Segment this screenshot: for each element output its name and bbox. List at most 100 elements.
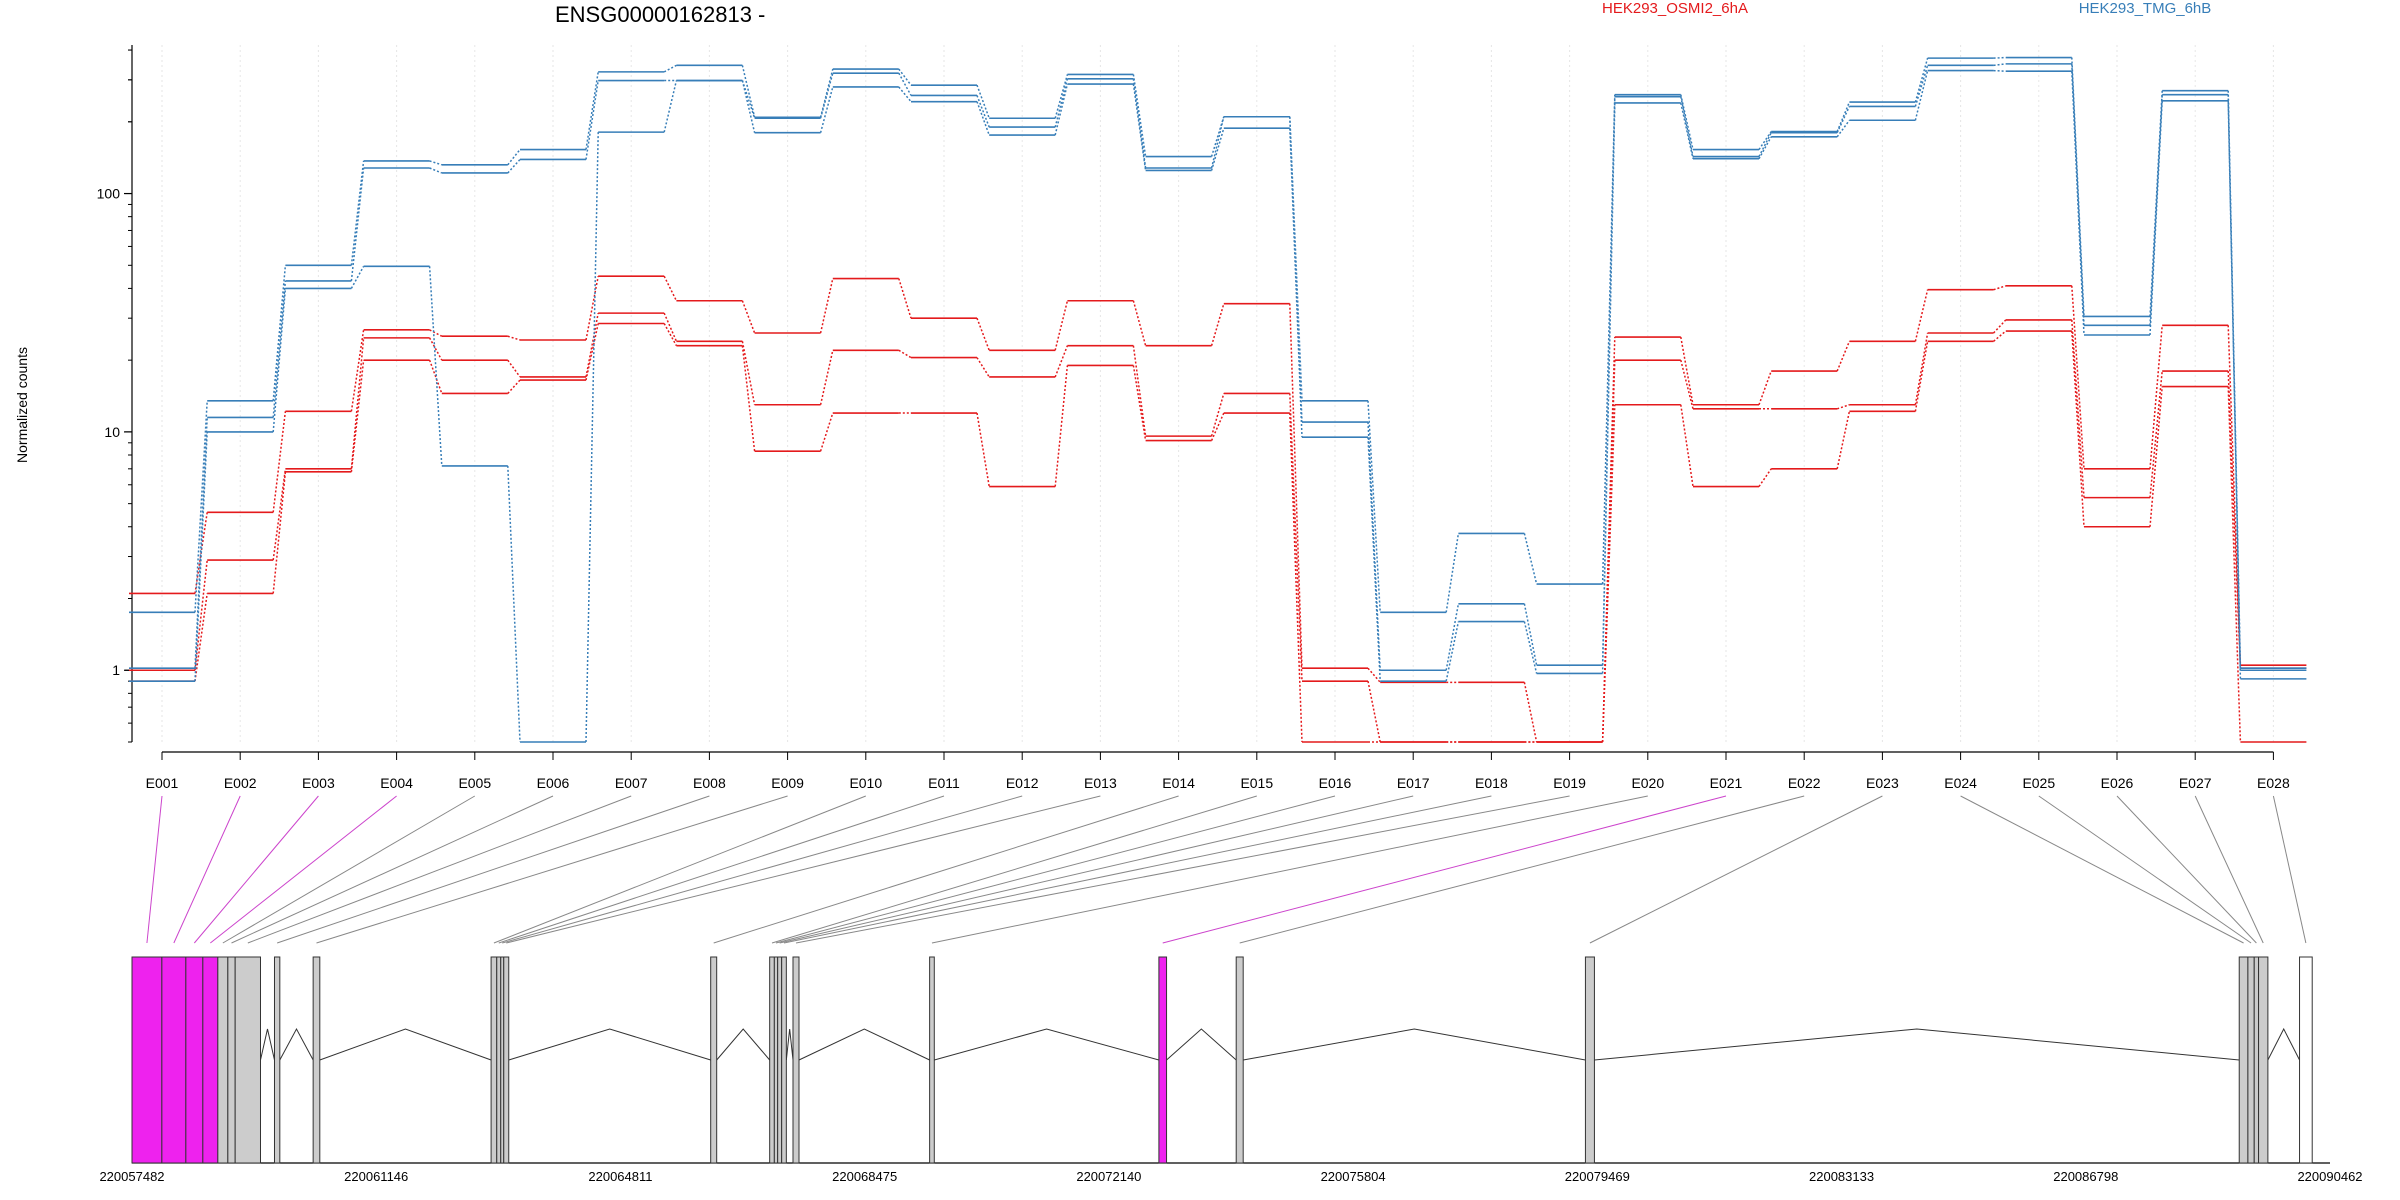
coordinate-label: 220061146 <box>344 1169 408 1184</box>
series-transition <box>1054 74 1069 119</box>
series-transition <box>2149 386 2163 527</box>
series-transition <box>1054 365 1069 487</box>
series-transition <box>1993 56 2006 59</box>
y-tick-label: 1 <box>112 662 120 678</box>
series-transition <box>976 84 990 119</box>
series-transition <box>1132 345 1147 437</box>
series-transition <box>1289 128 1303 438</box>
series-transition <box>1210 116 1225 169</box>
exon-connector <box>1589 795 1883 944</box>
series-transition <box>741 341 756 405</box>
series-transition <box>1758 468 1772 487</box>
series-transition <box>272 411 287 513</box>
x-tick-label: E010 <box>849 775 882 791</box>
series-transition <box>507 149 521 166</box>
exon-connector <box>1960 795 2244 944</box>
series-transition <box>272 471 287 594</box>
series-transition <box>1836 106 1851 134</box>
series-transition <box>1758 132 1772 157</box>
series-transition <box>194 417 208 669</box>
series-transition <box>507 379 521 394</box>
series-transition <box>1993 330 2007 342</box>
series-transition <box>1054 78 1069 128</box>
exon-box <box>781 956 787 1164</box>
series-transition <box>1367 400 1381 613</box>
series-transition <box>1993 319 2007 334</box>
exon-connector <box>783 795 1492 944</box>
exon-connector <box>2194 795 2264 944</box>
x-tick-label: E003 <box>302 775 335 791</box>
series-transition <box>1758 370 1772 405</box>
series-HEK293_OSMI2_6hA-0 <box>129 275 2307 743</box>
series-transition <box>1445 603 1460 671</box>
series-transition <box>507 335 521 341</box>
series-transition <box>1914 341 1929 412</box>
series-transition <box>663 312 678 342</box>
series-transition <box>741 345 756 452</box>
series-transition <box>429 329 443 337</box>
x-tick-label: E013 <box>1084 775 1117 791</box>
exon-connector <box>316 795 788 944</box>
exon-connector <box>498 795 945 944</box>
series-transition <box>1210 127 1225 171</box>
exon-box <box>185 956 204 1164</box>
exon-connector <box>713 795 1179 944</box>
series-transition <box>2227 386 2242 743</box>
series-transition <box>1836 411 1851 469</box>
series-transition <box>1289 393 1303 682</box>
exon-connector <box>222 795 476 944</box>
intron-chevron <box>785 1028 794 1061</box>
exon-connector <box>173 795 241 944</box>
series-transition <box>1914 70 1929 121</box>
exon-box <box>217 956 229 1164</box>
exon-connector <box>210 795 397 944</box>
exon-box <box>202 956 219 1164</box>
series-transition <box>1680 404 1694 487</box>
exon-box <box>777 956 783 1164</box>
series-transition <box>663 80 678 133</box>
exon-connector <box>502 795 1023 944</box>
coordinate-label: 220057482 <box>99 1169 164 1184</box>
series-transition <box>1210 116 1225 157</box>
series-transition <box>898 86 912 103</box>
x-tick-label: E022 <box>1788 775 1821 791</box>
x-tick-label: E008 <box>693 775 726 791</box>
series-transition <box>272 280 287 418</box>
exon-connector <box>506 795 1101 944</box>
series-transition <box>194 431 208 682</box>
series-transition <box>976 101 990 136</box>
legend-label-osmi2: HEK293_OSMI2_6hA <box>1602 0 1748 17</box>
series-transition <box>1054 345 1069 378</box>
exon-connector <box>493 795 866 944</box>
series-transition <box>1445 533 1460 613</box>
series-transition <box>194 593 208 682</box>
series-transition <box>976 95 990 128</box>
exon-connector-lines <box>146 795 2307 944</box>
exon-box <box>2258 956 2269 1164</box>
series-transition <box>1445 621 1460 682</box>
series-transition <box>1836 340 1851 372</box>
series-transition <box>1054 83 1069 136</box>
series-HEK293_TMG_6hB-3 <box>129 56 2307 669</box>
series-transition <box>2071 57 2085 317</box>
series-transition <box>976 357 990 378</box>
exon-connector <box>193 795 319 944</box>
series-transition <box>1993 285 2007 291</box>
exon-connector <box>795 795 1570 944</box>
exon-connector <box>247 795 632 944</box>
series-transition <box>429 167 443 174</box>
series-transition <box>272 265 287 401</box>
series-transition <box>350 329 365 412</box>
x-tick-label: E025 <box>2022 775 2055 791</box>
coordinate-label: 220090462 <box>2297 1169 2362 1184</box>
series-HEK293_OSMI2_6hA-2 <box>129 322 2307 743</box>
exon-box <box>2247 956 2255 1164</box>
series-transition <box>2149 370 2163 498</box>
x-tick-label: E019 <box>1553 775 1586 791</box>
coordinate-label: 220072140 <box>1076 1169 1141 1184</box>
series-transition <box>350 167 365 281</box>
series-transition <box>976 412 990 487</box>
x-tick-label: E016 <box>1319 775 1352 791</box>
exon-connector <box>231 795 554 944</box>
series-transition <box>585 323 599 381</box>
